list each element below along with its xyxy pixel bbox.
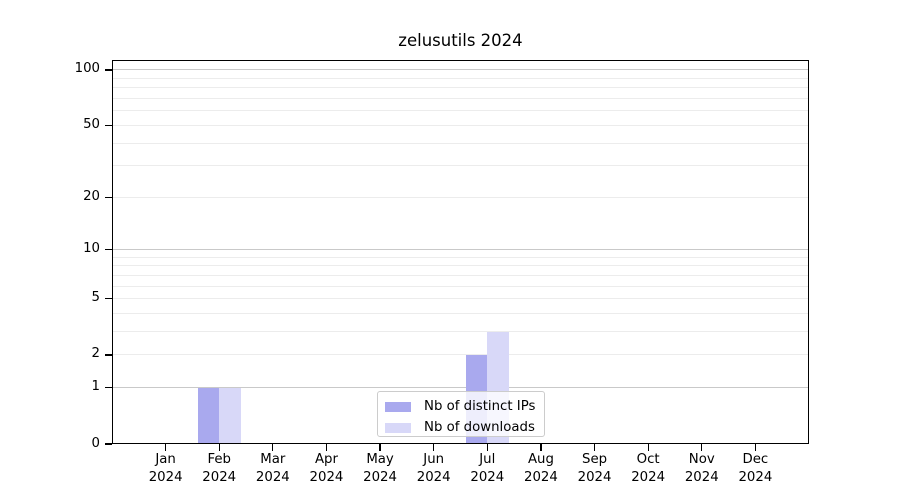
x-tick-label: Oct 2024: [608, 451, 688, 486]
y-tick-label: 2: [91, 346, 100, 362]
y-tick-label: 0: [91, 435, 100, 451]
y-tick-mark: [105, 249, 112, 251]
y-tick-mark: [105, 69, 112, 71]
y-tick-mark: [105, 387, 112, 389]
minor-gridline: [112, 256, 809, 258]
x-tick-month: Jun: [423, 452, 445, 467]
x-tick-month: Aug: [527, 452, 554, 467]
minor-gridline: [112, 77, 809, 79]
y-tick-mark: [105, 443, 112, 445]
x-tick-year: 2024: [363, 469, 397, 485]
minor-gridline: [112, 124, 809, 126]
x-tick-label: Mar 2024: [233, 451, 313, 486]
y-tick-label: 100: [74, 61, 100, 77]
x-tick-mark: [540, 444, 542, 451]
minor-gridline: [112, 285, 809, 287]
x-tick-mark: [433, 444, 435, 451]
major-gridline: [112, 249, 809, 251]
major-gridline: [112, 387, 809, 389]
x-tick-label: Jul 2024: [447, 451, 527, 486]
x-tick-year: 2024: [255, 469, 290, 485]
minor-gridline: [112, 265, 809, 267]
x-tick-year: 2024: [416, 469, 451, 485]
legend-label: Nb of distinct IPs: [424, 399, 536, 414]
x-tick-label: Nov 2024: [662, 451, 742, 486]
x-tick-label: Aug 2024: [501, 451, 581, 486]
y-tick-label: 20: [83, 188, 100, 204]
legend-swatch: [385, 422, 411, 433]
legend-entry: Nb of distinct IPs: [378, 398, 544, 415]
minor-gridline: [112, 110, 809, 112]
x-tick-label: Feb 2024: [179, 451, 259, 486]
x-tick-year: 2024: [524, 469, 558, 485]
x-tick-mark: [701, 444, 703, 451]
x-tick-label: Jun 2024: [394, 451, 474, 486]
x-tick-month: Nov: [688, 452, 715, 467]
y-tick-label: 10: [83, 241, 100, 257]
x-tick-year: 2024: [684, 469, 719, 485]
x-tick-mark: [218, 444, 220, 451]
minor-gridline: [112, 142, 809, 144]
minor-gridline: [112, 313, 809, 315]
minor-gridline: [112, 298, 809, 300]
legend-entry: Nb of downloads: [378, 419, 544, 436]
y-tick-mark: [105, 124, 112, 126]
major-gridline: [112, 69, 809, 71]
x-tick-month: Dec: [742, 452, 769, 467]
x-tick-mark: [593, 444, 596, 451]
x-tick-label: Dec 2024: [715, 451, 795, 486]
x-tick-year: 2024: [309, 469, 344, 485]
x-tick-mark: [165, 444, 167, 451]
x-tick-label: Sep 2024: [555, 451, 635, 486]
x-tick-label: May 2024: [340, 451, 420, 486]
minor-gridline: [112, 331, 809, 333]
x-tick-mark: [754, 444, 756, 451]
y-tick-mark: [105, 196, 112, 198]
minor-gridline: [112, 196, 809, 198]
x-tick-month: May: [366, 452, 394, 467]
minor-gridline: [112, 98, 809, 100]
x-tick-month: Oct: [636, 452, 660, 467]
x-tick-year: 2024: [577, 469, 612, 485]
x-tick-year: 2024: [148, 469, 183, 485]
x-tick-label: Jan 2024: [126, 451, 206, 486]
minor-gridline: [112, 354, 809, 356]
legend: Nb of distinct IPs Nb of downloads: [377, 391, 545, 437]
minor-gridline: [112, 87, 809, 89]
legend-swatch: [385, 401, 411, 412]
x-tick-month: Feb: [207, 452, 231, 467]
x-tick-mark: [647, 444, 649, 451]
x-tick-label: Apr 2024: [286, 451, 366, 486]
x-tick-month: Mar: [260, 452, 286, 467]
x-tick-month: Jul: [479, 452, 496, 467]
bar-downloads: [219, 387, 241, 444]
x-tick-year: 2024: [738, 469, 773, 485]
x-tick-mark: [272, 444, 274, 451]
x-tick-year: 2024: [470, 469, 505, 485]
bar-distinct-ips: [197, 387, 220, 444]
x-tick-month: Sep: [582, 452, 608, 467]
minor-gridline: [112, 165, 809, 167]
x-tick-month: Jan: [155, 452, 176, 467]
legend-label: Nb of downloads: [424, 420, 535, 435]
x-tick-year: 2024: [631, 469, 666, 485]
x-tick-mark: [325, 444, 328, 451]
x-tick-mark: [486, 444, 488, 451]
minor-gridline: [112, 274, 809, 276]
y-tick-label: 1: [91, 379, 100, 395]
y-tick-mark: [105, 354, 112, 356]
y-tick-label: 5: [91, 290, 100, 306]
x-tick-mark: [379, 444, 381, 451]
x-tick-month: Apr: [314, 452, 338, 467]
y-tick-mark: [105, 298, 112, 300]
x-tick-year: 2024: [202, 469, 237, 485]
chart-title: zelusutils 2024: [398, 31, 523, 50]
y-tick-label: 50: [83, 116, 100, 132]
